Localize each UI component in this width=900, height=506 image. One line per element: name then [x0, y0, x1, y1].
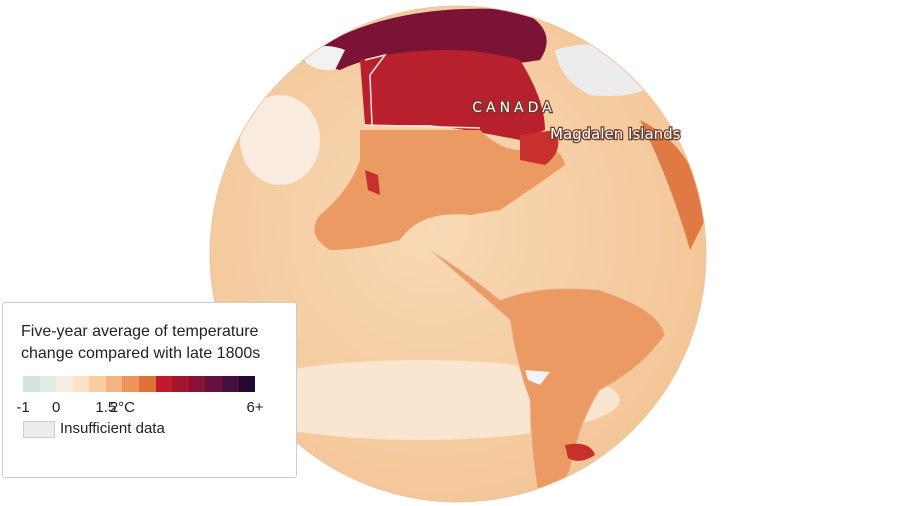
insufficient-swatch	[23, 421, 55, 438]
color-step	[39, 376, 57, 392]
legend-title: Five-year average of temperature change …	[21, 323, 261, 362]
legend-tick-label: -1	[16, 399, 30, 416]
color-step	[23, 376, 40, 392]
legend-tick-label: 1.5	[95, 399, 117, 416]
color-step	[89, 376, 106, 392]
legend-tick-label: 2°C	[109, 399, 136, 416]
color-step	[155, 376, 173, 392]
place-label: Magdalen Islands	[550, 125, 681, 143]
color-step	[122, 376, 140, 392]
color-bar	[23, 376, 256, 392]
color-step	[105, 376, 123, 392]
color-step	[238, 376, 256, 392]
color-step	[205, 376, 222, 392]
color-step	[72, 376, 90, 392]
color-step	[188, 376, 206, 392]
legend-tick-label: 6+	[246, 399, 264, 416]
globe	[210, 6, 706, 502]
insufficient-label: Insufficient data	[60, 420, 165, 437]
color-step	[172, 376, 189, 392]
color-step	[139, 376, 156, 392]
color-step	[56, 376, 73, 392]
legend: Five-year average of temperature change …	[2, 302, 297, 478]
color-step	[221, 376, 239, 392]
legend-tick-label: 0	[51, 399, 61, 416]
country-label: CANADA	[472, 100, 556, 116]
